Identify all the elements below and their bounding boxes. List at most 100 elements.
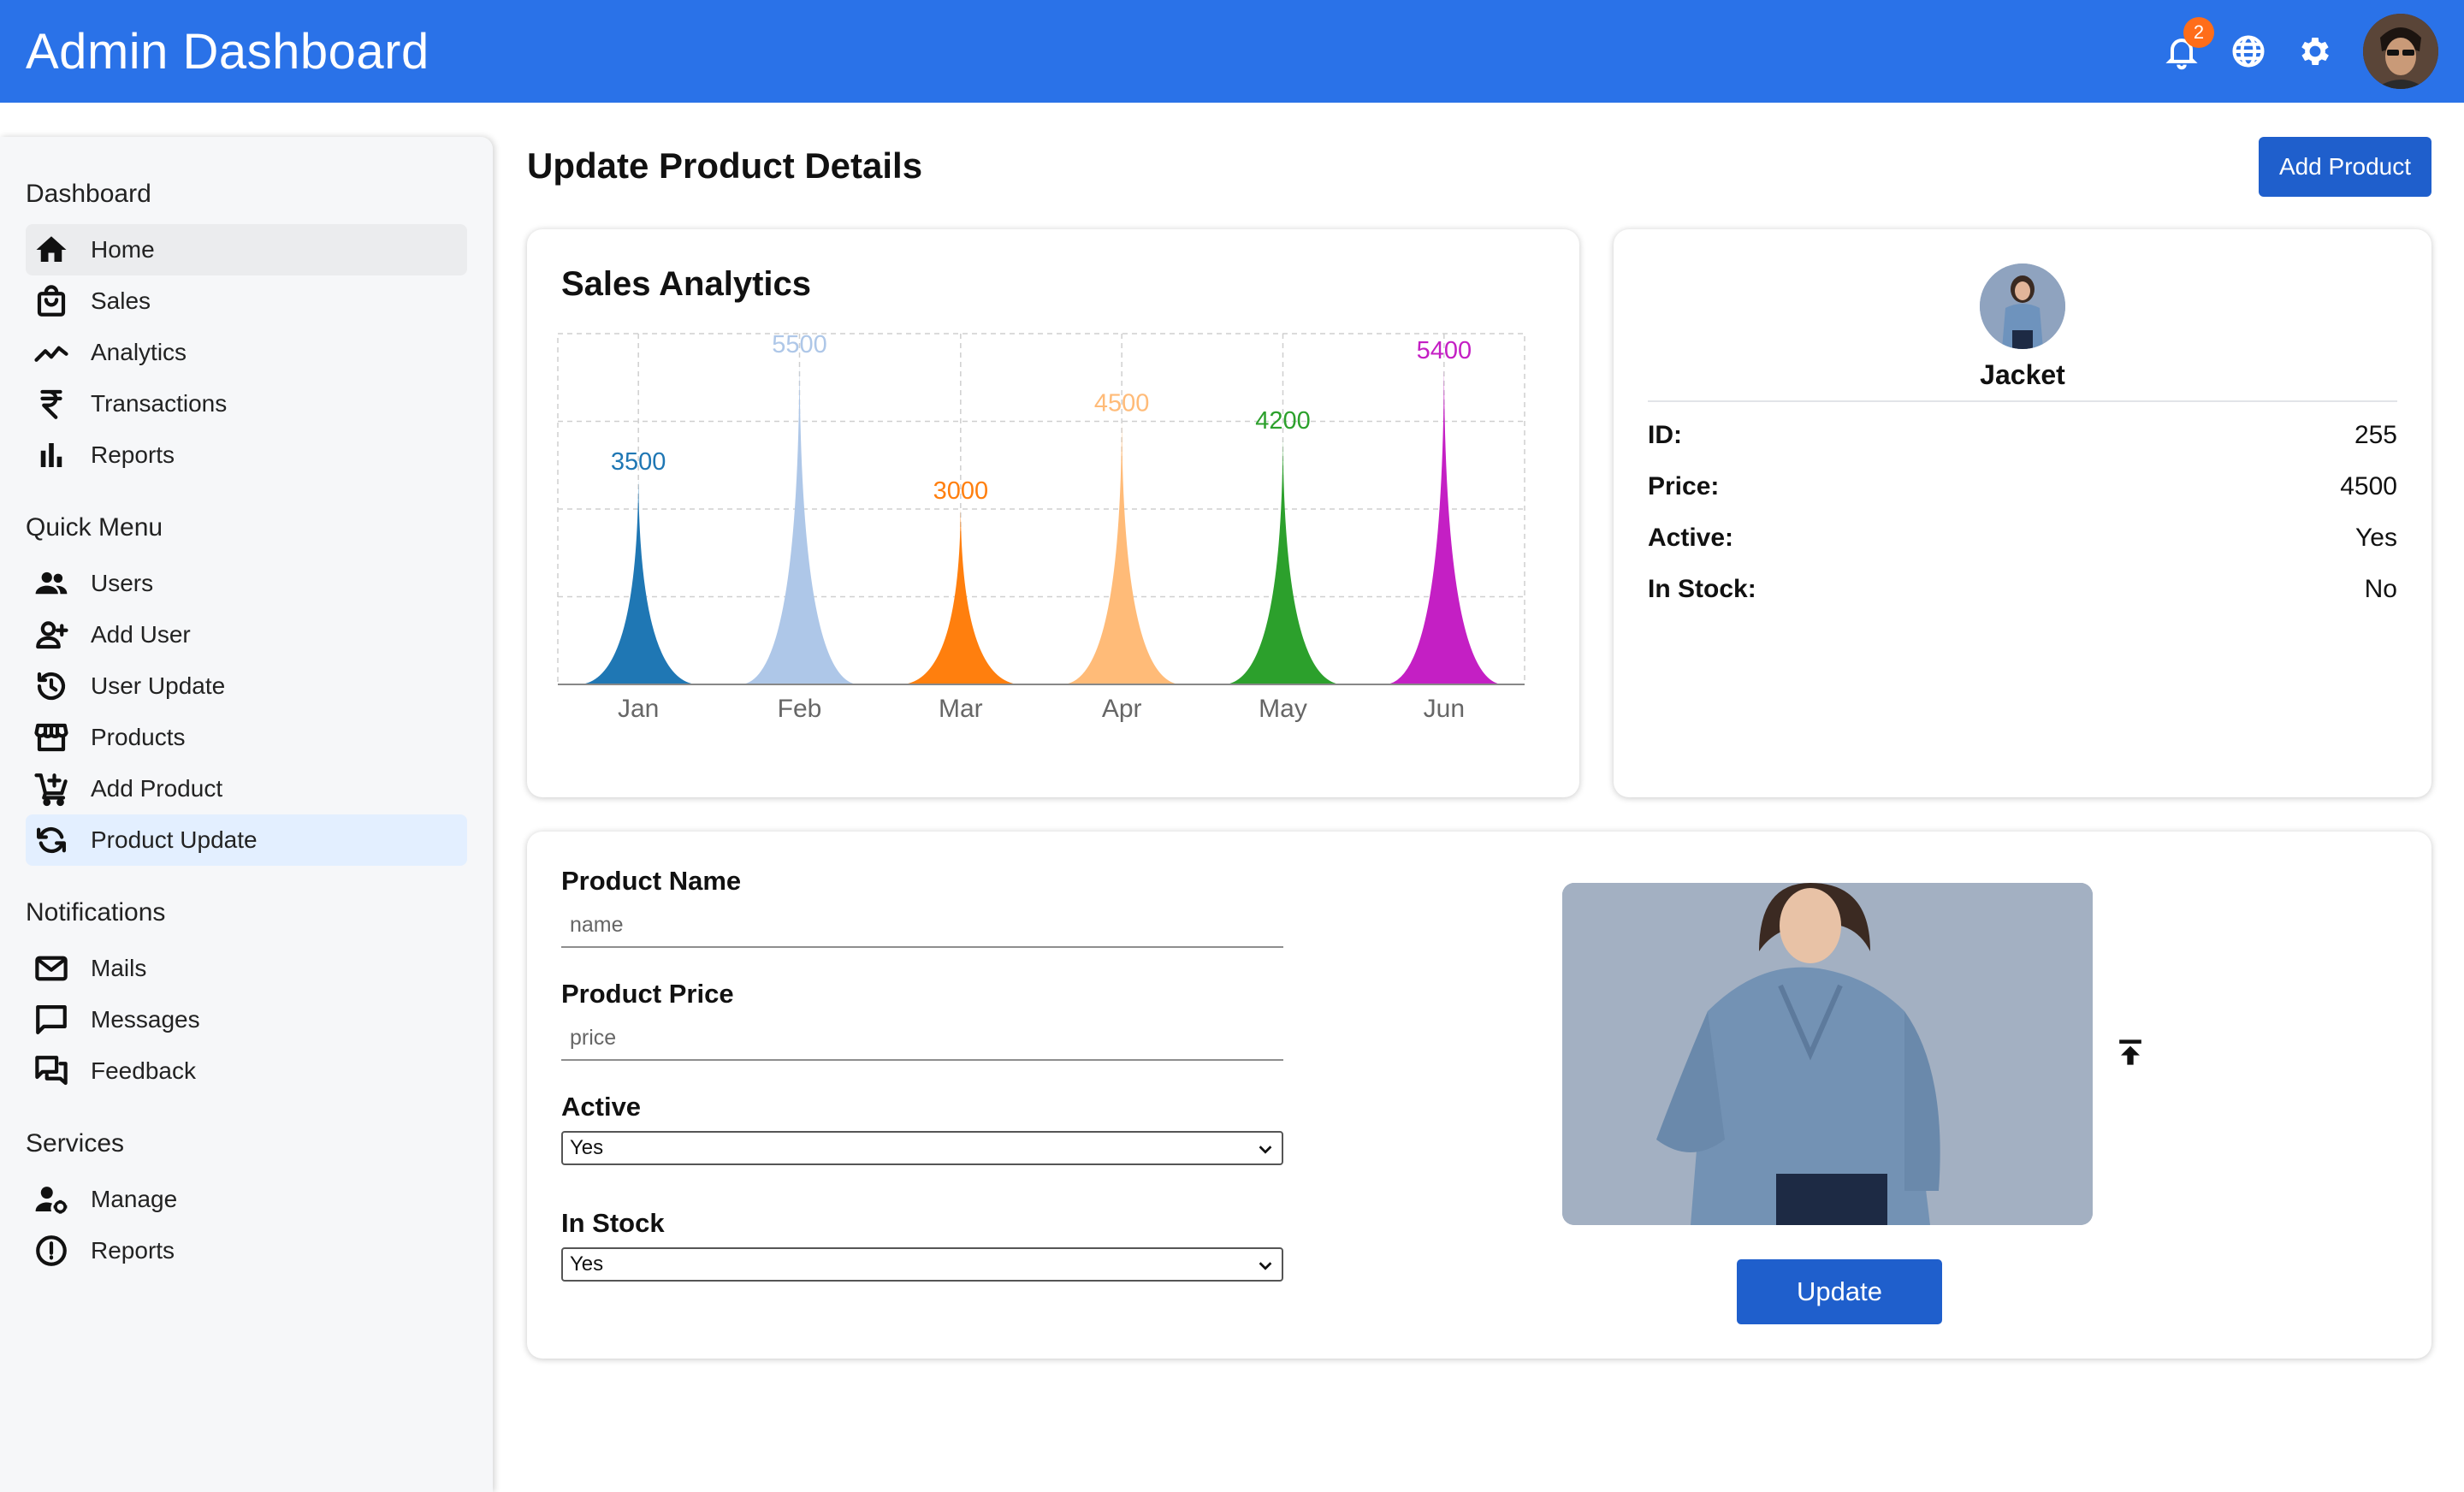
forum-icon <box>33 1052 70 1090</box>
sidebar-item-label: Reports <box>91 441 175 468</box>
chevron-down-icon <box>1259 1262 1272 1270</box>
chart-tick-label: Feb <box>778 695 822 723</box>
chart-data-label: 4200 <box>1255 407 1311 435</box>
sidebar-item-label: Products <box>91 724 186 750</box>
sidebar-item-mails[interactable]: Mails <box>26 943 467 994</box>
in-stock-label: In Stock <box>561 1208 665 1238</box>
upload-icon[interactable] <box>2112 1033 2149 1071</box>
in-stock-select[interactable]: Yes <box>561 1247 1283 1282</box>
sidebar-item-users[interactable]: Users <box>26 558 467 609</box>
info-row-id: ID: 255 <box>1648 421 2397 450</box>
chart-data-label: 3500 <box>611 448 666 476</box>
sidebar-item-add-product[interactable]: Add Product <box>26 763 467 814</box>
page-title: Update Product Details <box>527 145 923 186</box>
active-select-value: Yes <box>570 1136 604 1159</box>
chart-data-label: 3000 <box>933 477 989 505</box>
chart-tick-label: Jan <box>618 695 659 723</box>
sidebar-item-product-update[interactable]: Product Update <box>26 814 467 866</box>
sidebar-item-messages[interactable]: Messages <box>26 994 467 1045</box>
chart-peak-feb <box>741 363 858 684</box>
sidebar-item-label: Sales <box>91 287 151 314</box>
chart-peak-apr <box>1063 421 1180 684</box>
chart-tick-label: Jun <box>1424 695 1465 723</box>
sidebar-item-label: User Update <box>91 672 226 699</box>
chart-data-label: 5500 <box>772 331 827 358</box>
chart-tick-label: May <box>1259 695 1307 723</box>
sidebar-item-label: Product Update <box>91 826 258 853</box>
info-key: Price: <box>1648 472 1720 500</box>
sidebar-item-label: Manage <box>91 1186 178 1212</box>
info-value: 255 <box>2354 421 2397 449</box>
sidebar-item-sales[interactable]: Sales <box>26 275 467 327</box>
rupee-icon <box>33 385 70 423</box>
sidebar-item-reports[interactable]: Reports <box>26 429 467 481</box>
sidebar-item-label: Analytics <box>91 339 187 365</box>
update-button[interactable]: Update <box>1737 1259 1942 1324</box>
add-product-button[interactable]: Add Product <box>2259 137 2431 197</box>
group-icon <box>33 565 70 602</box>
top-icons: 2 <box>2163 0 2438 103</box>
chart-tick-label: Mar <box>939 695 983 723</box>
in-stock-select-value: Yes <box>570 1252 604 1276</box>
product-price-label: Product Price <box>561 979 734 1009</box>
mail-icon <box>33 950 70 987</box>
sidebar-item-analytics[interactable]: Analytics <box>26 327 467 378</box>
gear-icon <box>2301 38 2329 65</box>
chart-peak-jan <box>580 479 696 684</box>
language-button[interactable] <box>2230 33 2267 70</box>
section-title-services: Services <box>26 1129 125 1157</box>
settings-button[interactable] <box>2296 33 2334 70</box>
sync-icon <box>33 821 70 859</box>
product-update-form: Product Name Product Price Active Yes In… <box>527 832 2431 1359</box>
bar-chart-icon <box>33 436 70 474</box>
sidebar-item-products[interactable]: Products <box>26 712 467 763</box>
cart-add-icon <box>33 770 70 808</box>
product-price-input[interactable] <box>561 1016 1283 1061</box>
sidebar-item-label: Add User <box>91 621 191 648</box>
sidebar-item-label: Users <box>91 570 154 596</box>
info-row-active: Active: Yes <box>1648 524 2397 553</box>
menu-quick: Users Add User User Update Products Add … <box>26 558 467 866</box>
product-name-label: Product Name <box>561 866 742 896</box>
chat-icon <box>33 1001 70 1039</box>
history-icon <box>33 667 70 705</box>
person-add-icon <box>33 616 70 654</box>
sidebar-item-service-reports[interactable]: Reports <box>26 1225 467 1276</box>
avatar-image <box>2363 14 2438 89</box>
sidebar-item-feedback[interactable]: Feedback <box>26 1045 467 1097</box>
info-row-price: Price: 4500 <box>1648 472 2397 501</box>
chart-data-label: 5400 <box>1417 337 1472 364</box>
active-label: Active <box>561 1092 642 1122</box>
info-key: In Stock: <box>1648 575 1756 603</box>
chart-peak-jun <box>1386 369 1502 684</box>
active-select[interactable]: Yes <box>561 1131 1283 1165</box>
chart-peak-may <box>1224 439 1342 684</box>
sidebar-item-add-user[interactable]: Add User <box>26 609 467 660</box>
avatar[interactable] <box>2363 14 2438 89</box>
menu-notifications: Mails Messages Feedback <box>26 943 467 1097</box>
storefront-icon <box>33 719 70 756</box>
product-info-card: Jacket ID: 255 Price: 4500 Active: Yes I… <box>1614 229 2431 797</box>
sidebar-item-label: Transactions <box>91 390 228 417</box>
shopping-bag-icon <box>33 282 70 320</box>
chart-data-label: 4500 <box>1094 390 1150 417</box>
trending-line-icon <box>33 334 70 371</box>
product-thumbnail <box>1980 263 2065 349</box>
notifications-button[interactable]: 2 <box>2163 17 2214 70</box>
sidebar-item-label: Messages <box>91 1006 200 1033</box>
sidebar-item-label: Add Product <box>91 775 223 802</box>
sidebar-item-manage[interactable]: Manage <box>26 1174 467 1225</box>
sidebar-item-transactions[interactable]: Transactions <box>26 378 467 429</box>
sidebar-item-label: Reports <box>91 1237 175 1264</box>
product-name: Jacket <box>1980 359 2065 390</box>
product-name-input[interactable] <box>561 903 1283 948</box>
home-icon <box>33 231 70 269</box>
sidebar-item-home[interactable]: Home <box>26 224 467 275</box>
sidebar-item-label: Home <box>91 236 155 263</box>
sidebar-item-label: Mails <box>91 955 147 981</box>
globe-icon <box>2232 35 2265 68</box>
section-title-notifications: Notifications <box>26 898 166 927</box>
info-value: No <box>2364 575 2397 603</box>
chart-peak-mar <box>903 509 1019 684</box>
sidebar-item-user-update[interactable]: User Update <box>26 660 467 712</box>
